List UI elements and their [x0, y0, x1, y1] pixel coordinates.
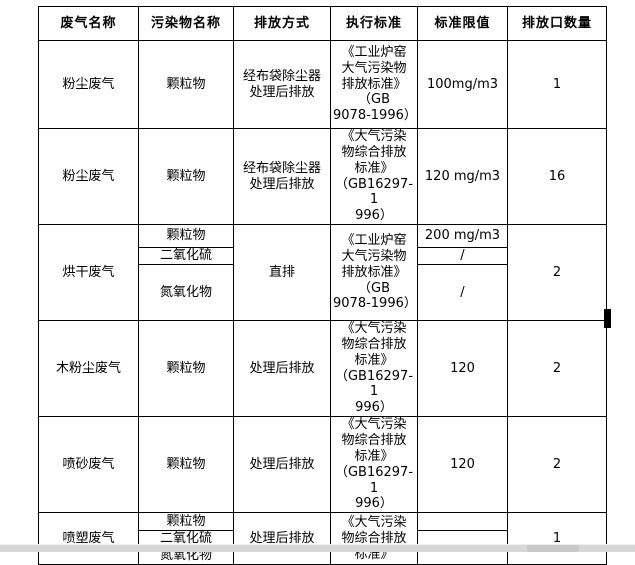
table-row: 烘干废气 颗粒物 直排 《工业炉窑 大气污染物 排放标准》 （GB 9078-1… — [38, 224, 607, 322]
cell-waste-gas-name: 粉尘废气 — [38, 127, 139, 226]
cell-method: 直排 — [233, 224, 331, 322]
table-subrow: 氮氧化物 / — [39, 264, 607, 322]
cell-method: 处理后排放 — [233, 416, 331, 514]
window-edge-strip — [0, 544, 635, 552]
cell-outlets: 1 — [507, 40, 607, 129]
cell-limit: 120 — [417, 320, 508, 418]
cell-pollutant: 颗粒物 — [138, 40, 234, 129]
cell-pollutant: 颗粒物 — [138, 512, 234, 532]
cell-limit: 200 mg/m3 — [417, 224, 508, 249]
cell-method: 经布袋除尘器 处理后排放 — [233, 40, 331, 129]
col-header-applied-standard: 执行标准 — [330, 6, 418, 41]
col-header-standard-limit: 标准限值 — [417, 6, 508, 41]
table-border-handle — [604, 309, 611, 328]
cell-pollutant: 颗粒物 — [138, 320, 234, 418]
col-header-emission-method: 排放方式 — [233, 6, 331, 41]
cell-standard: 《大气污染 物综合排放 标准》 （GB16297-1 996） — [330, 416, 418, 514]
table-subrow: 二氧化硫 — [39, 530, 607, 549]
cell-pollutant: 二氧化硫 — [138, 247, 234, 266]
cell-limit: / — [417, 247, 508, 266]
cell-standard: 《大气污染 物综合排放 标准》 （GB16297-1 996） — [330, 127, 418, 226]
header-row: 废气名称 污染物名称 排放方式 执行标准 标准限值 排放口数量 — [38, 6, 607, 41]
table-row: 木粉尘废气 颗粒物 处理后排放 《大气污染 物综合排放 标准》 （GB16297… — [38, 320, 607, 418]
window-edge-shadow — [527, 545, 579, 552]
cell-standard: 《工业炉窑 大气污染物 排放标准》 （GB 9078-1996） — [330, 40, 418, 129]
col-header-waste-gas-name: 废气名称 — [38, 6, 139, 41]
cell-waste-gas-name: 烘干废气 — [38, 224, 139, 322]
table-row: 粉尘废气 颗粒物 经布袋除尘器 处理后排放 《工业炉窑 大气污染物 排放标准》 … — [38, 40, 607, 129]
cell-waste-gas-name: 喷塑废气 — [38, 512, 139, 565]
cell-waste-gas-name: 木粉尘废气 — [38, 320, 139, 418]
cell-method: 处理后排放 — [233, 320, 331, 418]
emissions-standards-table: 废气名称 污染物名称 排放方式 执行标准 标准限值 排放口数量 粉尘废气 颗粒物… — [38, 6, 607, 565]
table-row: 喷塑废气 颗粒物 处理后排放 《大气污染 物综合排放 标准》 1 — [38, 512, 607, 565]
cell-standard: 《大气污染 物综合排放 标准》 （GB16297-1 996） — [330, 320, 418, 418]
cell-limit: 100mg/m3 — [417, 40, 508, 129]
cell-outlets: 2 — [507, 320, 607, 418]
cell-pollutant: 颗粒物 — [138, 416, 234, 514]
cell-limit: 120 mg/m3 — [417, 127, 508, 226]
cell-outlets: 16 — [507, 127, 607, 226]
col-header-outlet-count: 排放口数量 — [507, 6, 607, 41]
cell-outlets: 2 — [507, 416, 607, 514]
cell-pollutant: 颗粒物 — [138, 127, 234, 226]
cell-limit — [417, 512, 508, 532]
cell-standard: 《大气污染 物综合排放 标准》 — [330, 512, 418, 565]
col-header-pollutant-name: 污染物名称 — [138, 6, 234, 41]
cell-pollutant: 二氧化硫 — [138, 530, 234, 549]
cell-limit: / — [417, 264, 508, 322]
cell-method: 处理后排放 — [233, 512, 331, 565]
cell-pollutant: 颗粒物 — [138, 224, 234, 249]
cell-outlets: 1 — [507, 512, 607, 565]
cell-pollutant: 氮氧化物 — [138, 264, 234, 322]
table-row: 喷砂废气 颗粒物 处理后排放 《大气污染 物综合排放 标准》 （GB16297-… — [38, 416, 607, 514]
table-row: 粉尘废气 颗粒物 经布袋除尘器 处理后排放 《大气污染 物综合排放 标准》 （G… — [38, 127, 607, 226]
cell-outlets: 2 — [507, 224, 607, 322]
cell-standard: 《工业炉窑 大气污染物 排放标准》 （GB 9078-1996） — [330, 224, 418, 322]
cell-method: 经布袋除尘器 处理后排放 — [233, 127, 331, 226]
cell-limit: 120 — [417, 416, 508, 514]
cell-waste-gas-name: 粉尘废气 — [38, 40, 139, 129]
cell-waste-gas-name: 喷砂废气 — [38, 416, 139, 514]
